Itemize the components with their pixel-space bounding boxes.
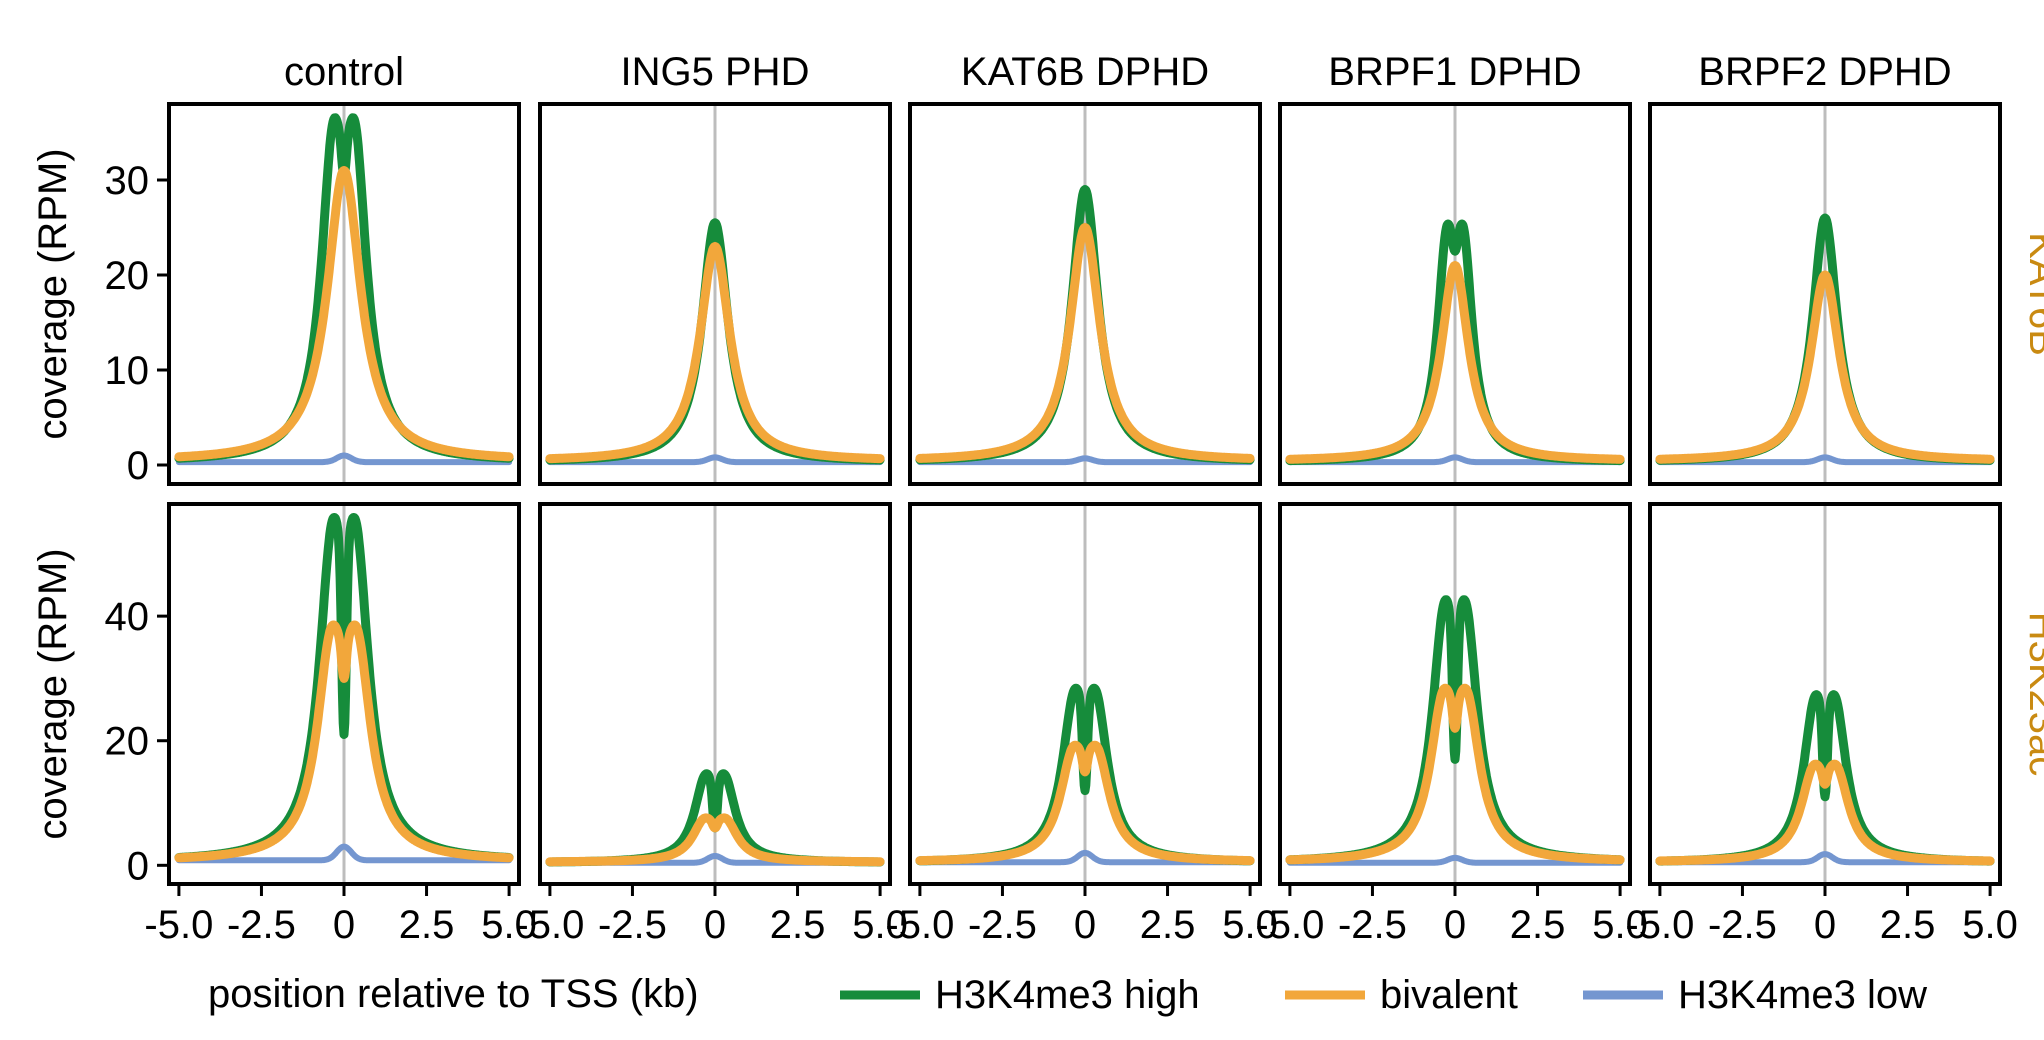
panel-h3k23ac-kat6b-dphd: -5.0 -2.5 0 2.5 5.0 bbox=[885, 502, 1278, 947]
y-tick-label: 20 bbox=[105, 720, 150, 764]
facet-row-label-h3k23ac: H3K23ac bbox=[2021, 612, 2044, 777]
x-tick-label: 0 bbox=[704, 903, 726, 947]
facet-title-kat6b-dphd: KAT6B DPHD bbox=[961, 50, 1209, 94]
panel-h3k23ac-control: 0 20 40 -5.0 -2.5 0 2.5 5.0 bbox=[105, 502, 537, 947]
x-tick-label: 0 bbox=[1444, 903, 1466, 947]
facet-title-control: control bbox=[284, 50, 404, 94]
y-tick-label: 30 bbox=[105, 159, 150, 203]
y-tick-label: 40 bbox=[105, 595, 150, 639]
panel-h3k23ac-brpf1-dphd: -5.0 -2.5 0 2.5 5.0 bbox=[1255, 502, 1648, 947]
series-line-h3k4me3-low bbox=[546, 454, 884, 466]
panel-kat6b-brpf1-dphd bbox=[1278, 102, 1632, 486]
y-axis-title: coverage (RPM) bbox=[31, 148, 75, 439]
y-tick-label: 0 bbox=[127, 444, 149, 488]
facet-row-label-kat6b: KAT6B bbox=[2021, 232, 2044, 356]
x-tick-label: -5.0 bbox=[1255, 903, 1324, 947]
series-line-bivalent bbox=[1655, 270, 1995, 464]
legend-label: H3K4me3 low bbox=[1678, 973, 1927, 1017]
x-tick-label: 2.5 bbox=[1510, 903, 1566, 947]
facet-title-ing5-phd: ING5 PHD bbox=[621, 50, 810, 94]
x-tick-label: 2.5 bbox=[1880, 903, 1936, 947]
legend-item-h3k4me3-low: H3K4me3 low bbox=[1583, 973, 1927, 1017]
x-tick-label: 2.5 bbox=[770, 903, 826, 947]
panel-frame bbox=[1278, 102, 1632, 486]
series-line-bivalent bbox=[915, 223, 1255, 463]
x-tick-label: -5.0 bbox=[1625, 903, 1694, 947]
series-line-bivalent bbox=[1285, 683, 1625, 865]
panel-frame bbox=[167, 102, 521, 486]
x-tick-label: 0 bbox=[1074, 903, 1096, 947]
y-tick-label: 0 bbox=[127, 844, 149, 888]
x-tick-label: -2.5 bbox=[598, 903, 667, 947]
x-axis-title: position relative to TSS (kb) bbox=[208, 972, 699, 1016]
x-tick-label: -2.5 bbox=[968, 903, 1037, 947]
series-line-bivalent bbox=[174, 620, 514, 863]
series-line-bivalent bbox=[545, 813, 885, 867]
series-line-h3k4me3-low bbox=[1286, 854, 1624, 866]
y-tick-label: 10 bbox=[105, 349, 150, 393]
y-axis-title: coverage (RPM) bbox=[31, 548, 75, 839]
x-tick-label: 2.5 bbox=[1140, 903, 1196, 947]
x-tick-label: 5.0 bbox=[852, 903, 908, 947]
x-tick-label: 5.0 bbox=[1962, 903, 2018, 947]
x-tick-label: -5.0 bbox=[515, 903, 584, 947]
panel-h3k23ac-ing5-phd: -5.0 -2.5 0 2.5 5.0 bbox=[515, 502, 908, 947]
series-line-bivalent bbox=[1285, 261, 1625, 464]
legend-item-h3k4me3-high: H3K4me3 high bbox=[840, 973, 1200, 1017]
x-tick-label: 0 bbox=[1814, 903, 1836, 947]
panel-frame bbox=[908, 102, 1262, 486]
y-tick-label: 20 bbox=[105, 254, 150, 298]
x-tick-label: 5.0 bbox=[481, 903, 537, 947]
series-line-bivalent bbox=[1655, 759, 1995, 866]
panel-frame bbox=[1648, 102, 2002, 486]
panel-kat6b-ing5-phd bbox=[538, 102, 892, 486]
series-line-bivalent bbox=[915, 740, 1255, 866]
panel-kat6b-control: 0 10 20 30 bbox=[105, 102, 521, 488]
panel-frame bbox=[538, 102, 892, 486]
facet-title-brpf1-dphd: BRPF1 DPHD bbox=[1328, 50, 1581, 94]
series-line-bivalent bbox=[545, 242, 885, 464]
facet-title-brpf2-dphd: BRPF2 DPHD bbox=[1698, 50, 1951, 94]
series-line-h3k4me3-low bbox=[916, 455, 1254, 466]
panel-h3k23ac-brpf2-dphd: -5.0 -2.5 0 2.5 5.0 bbox=[1625, 502, 2018, 947]
panel-kat6b-kat6b-dphd bbox=[908, 102, 1262, 486]
x-tick-label: -5.0 bbox=[885, 903, 954, 947]
series-line-h3k4me3-low bbox=[175, 843, 513, 864]
x-tick-label: 2.5 bbox=[399, 903, 455, 947]
x-tick-label: 5.0 bbox=[1592, 903, 1648, 947]
x-tick-label: 5.0 bbox=[1222, 903, 1278, 947]
x-tick-label: -5.0 bbox=[144, 903, 213, 947]
series-line-h3k4me3-low bbox=[175, 452, 513, 466]
x-tick-label: 0 bbox=[333, 903, 355, 947]
x-tick-label: -2.5 bbox=[1708, 903, 1777, 947]
series-line-bivalent bbox=[174, 166, 514, 462]
legend-item-bivalent: bivalent bbox=[1285, 973, 1518, 1017]
legend-label: H3K4me3 high bbox=[935, 973, 1200, 1017]
legend-label: bivalent bbox=[1380, 973, 1518, 1017]
x-tick-label: -2.5 bbox=[227, 903, 296, 947]
x-tick-label: -2.5 bbox=[1338, 903, 1407, 947]
panel-kat6b-brpf2-dphd bbox=[1648, 102, 2002, 486]
